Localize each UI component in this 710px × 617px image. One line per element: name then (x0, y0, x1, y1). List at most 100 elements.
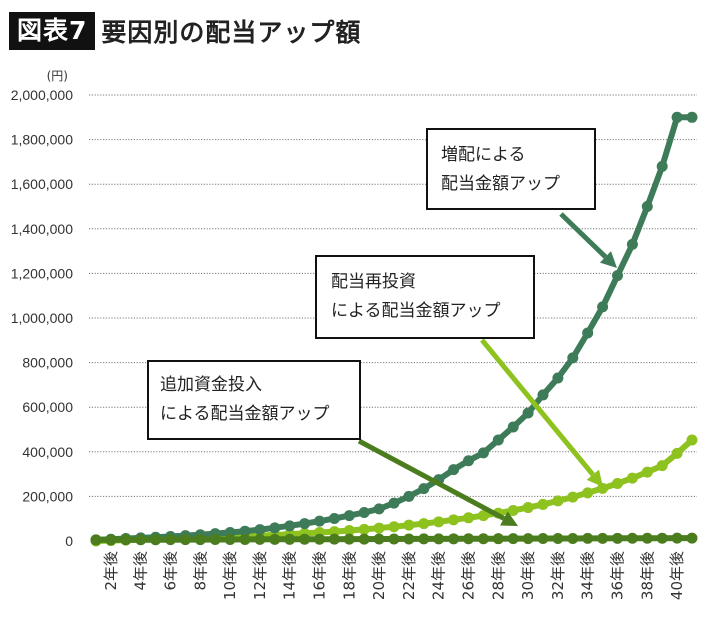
data-point (224, 533, 236, 545)
data-point (567, 532, 579, 544)
data-point (388, 521, 400, 533)
data-point (165, 534, 176, 546)
data-point (597, 482, 609, 494)
data-point (582, 487, 594, 499)
y-tick-label: 1,800,000 (11, 132, 73, 148)
data-point (328, 526, 340, 538)
data-point (433, 516, 445, 528)
data-point (477, 447, 489, 459)
data-point (299, 533, 311, 545)
callout-text: 増配による (441, 145, 526, 165)
data-point (373, 533, 385, 545)
x-tick-label: 6年後 (162, 551, 180, 591)
chart-title-text: 要因別の配当アップ額 (101, 18, 362, 47)
data-point (597, 301, 609, 313)
series-3 (90, 111, 698, 546)
data-point (299, 518, 311, 530)
y-tick-label: 1,000,000 (11, 310, 73, 326)
data-point (492, 533, 504, 545)
data-point (150, 534, 162, 546)
data-point (209, 534, 221, 546)
data-point (358, 533, 370, 545)
data-point (552, 495, 564, 507)
callout-text: 配当再投資 (331, 272, 416, 292)
data-point (418, 518, 430, 530)
callout-box (426, 128, 596, 210)
callout-box (315, 255, 535, 339)
data-point (358, 506, 370, 518)
chart-title: 図表7 要因別の配当アップ額 (9, 12, 361, 50)
y-tick-label: 600,000 (22, 399, 73, 415)
data-point (284, 533, 296, 545)
callout-arrow-head (500, 511, 518, 526)
y-tick-label: 800,000 (22, 355, 73, 371)
data-point (686, 111, 698, 123)
data-point (254, 533, 266, 545)
data-point (448, 514, 460, 526)
x-tick-label: 10年後 (221, 551, 239, 600)
data-point (433, 533, 445, 545)
data-point (254, 524, 266, 536)
callout-arrow-head (586, 469, 603, 487)
series-2 (90, 434, 698, 547)
data-point (597, 532, 609, 544)
y-tick-label: 200,000 (22, 488, 73, 504)
callout-arrow-shaft (357, 438, 506, 521)
data-point (537, 498, 549, 510)
data-point (239, 533, 251, 545)
data-point (388, 533, 400, 545)
data-point (463, 512, 474, 524)
y-tick-label: 2,000,000 (11, 87, 73, 103)
data-point (626, 238, 638, 250)
y-tick-label: 0 (65, 533, 73, 549)
data-point (567, 352, 579, 364)
data-point (582, 532, 594, 544)
data-point (328, 533, 340, 545)
x-tick-label: 22年後 (400, 551, 418, 600)
x-tick-label: 24年後 (430, 551, 448, 600)
data-point (269, 533, 281, 545)
x-tick-label: 40年後 (668, 551, 686, 600)
data-point (522, 407, 534, 419)
y-tick-label: 1,200,000 (11, 265, 73, 281)
x-tick-label: 36年後 (609, 551, 627, 600)
data-point (194, 534, 206, 546)
data-point (552, 372, 564, 384)
data-point (671, 532, 683, 544)
data-point (135, 534, 147, 546)
callout-arrow-shaft (559, 212, 608, 259)
data-point (403, 490, 415, 502)
data-point (358, 523, 370, 535)
data-point (418, 533, 430, 545)
callout-text: 追加資金投入 (160, 375, 262, 395)
data-point (314, 533, 325, 545)
data-point (239, 525, 251, 537)
data-point (612, 532, 623, 544)
y-tick-label: 1,600,000 (11, 176, 73, 192)
data-point (507, 504, 519, 516)
x-tick-label: 12年後 (251, 551, 269, 600)
x-tick-label: 26年後 (460, 551, 478, 600)
data-point (448, 464, 460, 476)
data-point (343, 525, 355, 537)
data-point (463, 455, 474, 467)
y-tick-label: 1,400,000 (11, 221, 73, 237)
data-point (269, 522, 281, 534)
y-axis-ticks: 0 200,000 400,000 600,000 800,000 1,000,000 1,… (11, 87, 74, 549)
data-point (373, 522, 385, 534)
data-point (179, 534, 191, 546)
data-point (656, 532, 668, 544)
x-tick-label: 20年後 (370, 551, 388, 600)
series-1 (90, 532, 698, 546)
data-point (388, 497, 400, 509)
data-point (343, 533, 355, 545)
data-point (507, 421, 519, 433)
x-axis-ticks: 2年後 4年後 6年後 8年後 10年後 12年後 14年後 16年後 18年後 20年後 22年後… (102, 551, 686, 600)
y-axis-unit-label: (円) (47, 69, 68, 83)
x-tick-label: 34年後 (579, 551, 597, 600)
data-point (90, 534, 102, 546)
data-point (671, 447, 683, 459)
